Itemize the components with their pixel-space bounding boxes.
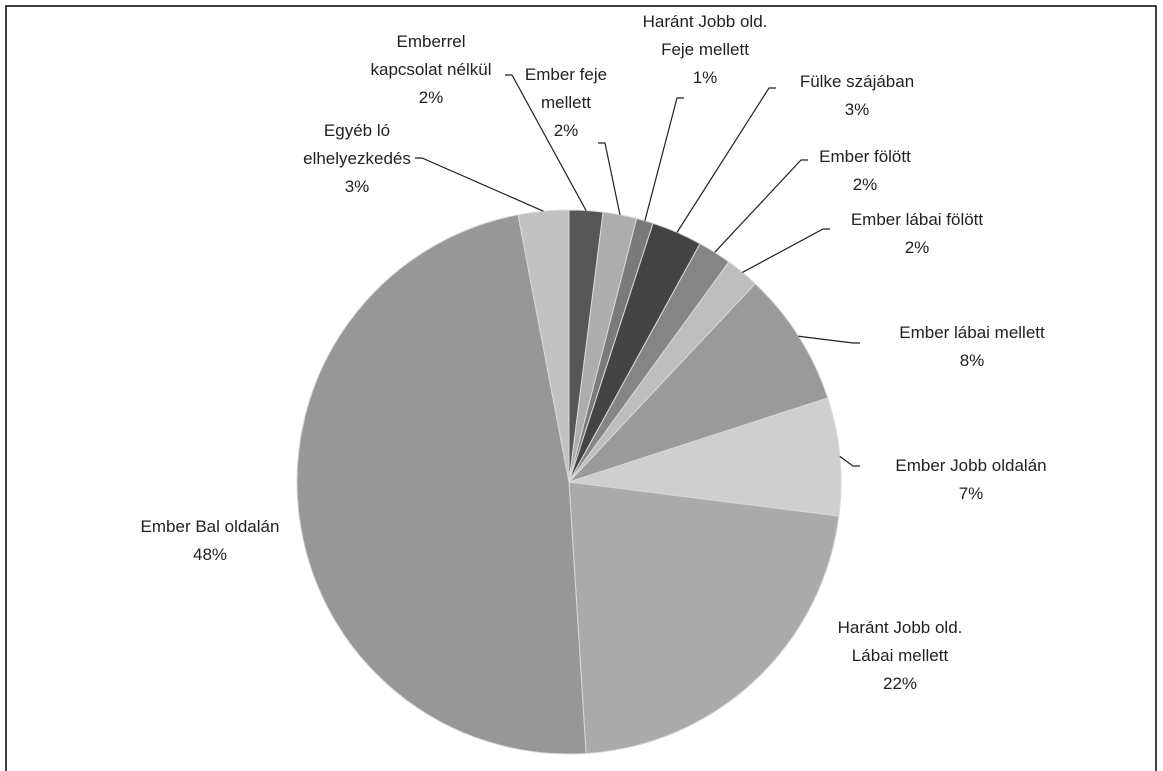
percent-label: 2% — [553, 121, 579, 140]
percent-label: 2% — [418, 88, 444, 107]
slice-label: Ember feje mellett 2% — [516, 61, 616, 145]
pie-slice — [568, 397, 842, 517]
slice-label: Ember Bal oldalán 48% — [115, 513, 305, 569]
leader-line — [644, 97, 684, 221]
pie-slice — [568, 283, 829, 483]
category-name: Ember lábai fölött — [850, 210, 984, 229]
percent-label: 1% — [692, 68, 718, 87]
category-name: Ember feje mellett — [524, 65, 608, 112]
category-name: Haránt Jobb old. Feje mellett — [642, 12, 768, 59]
leader-line — [742, 228, 830, 273]
category-name: Ember Bal oldalán — [140, 517, 280, 536]
slice-label: Haránt Jobb old. Feje mellett 1% — [630, 8, 780, 92]
leader-line — [598, 142, 621, 215]
leader-line — [415, 157, 544, 212]
slice-label: Ember lábai mellett 8% — [877, 319, 1067, 375]
leader-line — [676, 87, 776, 233]
percent-label: 22% — [882, 674, 918, 693]
slice-label: Ember fölött 2% — [800, 143, 930, 199]
category-name: Haránt Jobb old. Lábai mellett — [837, 618, 963, 665]
slice-label: Fülke szájában 3% — [777, 68, 937, 124]
leader-line — [714, 159, 808, 253]
pie-slice — [296, 214, 587, 755]
slice-label: Emberrel kapcsolat nélkül 2% — [361, 28, 501, 112]
category-name: Ember fölött — [819, 147, 911, 166]
leader-line — [505, 74, 587, 211]
slice-label: Ember Jobb oldalán 7% — [876, 452, 1066, 508]
leader-line — [839, 455, 860, 467]
pie-slice — [568, 481, 840, 754]
category-name: Egyéb ló elhelyezkedés — [303, 121, 411, 168]
percent-label: 2% — [904, 238, 930, 257]
slice-label: Egyéb ló elhelyezkedés 3% — [297, 117, 417, 201]
category-name: Fülke szájában — [799, 72, 915, 91]
leader-line — [798, 335, 860, 344]
percent-label: 48% — [192, 545, 228, 564]
percent-label: 2% — [852, 175, 878, 194]
percent-label: 3% — [844, 100, 870, 119]
category-name: Ember lábai mellett — [899, 323, 1045, 342]
percent-label: 8% — [959, 351, 985, 370]
category-name: Ember Jobb oldalán — [895, 456, 1047, 475]
frame — [5, 5, 1157, 771]
percent-label: 7% — [958, 484, 984, 503]
percent-label: 3% — [344, 177, 370, 196]
category-name: Emberrel kapcsolat nélkül — [370, 32, 492, 79]
slice-label: Haránt Jobb old. Lábai mellett 22% — [825, 614, 975, 698]
slice-label: Ember lábai fölött 2% — [827, 206, 1007, 262]
